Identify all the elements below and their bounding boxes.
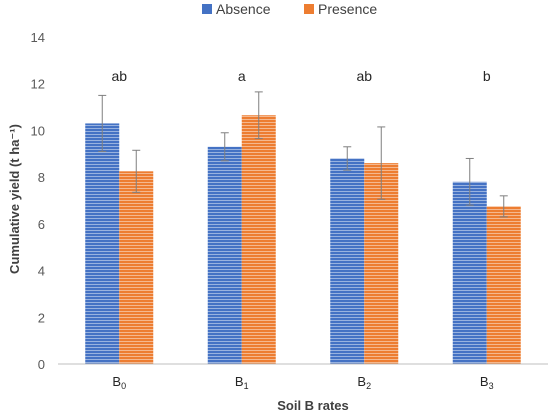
bar-presence-0	[119, 171, 154, 364]
bar-presence-3	[486, 206, 521, 364]
error-bar-presence-0	[132, 149, 141, 193]
y-tick-label: 2	[38, 310, 45, 325]
x-tick-label-3: B3	[480, 374, 494, 391]
legend-label-absence: Absence	[216, 1, 271, 17]
significance-letter-2: ab	[356, 68, 372, 84]
significance-letters: ab a ab b	[111, 68, 490, 84]
significance-letter-0: ab	[111, 68, 127, 84]
x-tick-label-0: B0	[112, 374, 126, 391]
bar-presence-1	[241, 115, 276, 364]
error-bar-absence-2	[343, 146, 352, 171]
bar-absence-1	[207, 146, 242, 364]
significance-letter-3: b	[483, 68, 491, 84]
x-tick-label-2: B2	[357, 374, 371, 391]
legend-swatch-absence	[202, 4, 212, 14]
error-bar-absence-1	[220, 132, 229, 162]
y-tick-label: 14	[31, 30, 45, 45]
bar-absence-2	[330, 158, 365, 364]
bar-absence-0	[85, 123, 120, 365]
y-tick-label: 0	[38, 357, 45, 372]
y-tick-label: 10	[31, 123, 45, 138]
y-axis-ticks: 0 2 4 6 8 10 12 14	[31, 30, 45, 372]
error-bar-presence-1	[254, 91, 263, 140]
legend: Absence Presence	[202, 1, 377, 17]
significance-letter-1: a	[238, 68, 246, 84]
y-axis-title: Cumulative yield (t ha⁻¹)	[7, 124, 22, 274]
x-axis-categories: B0 B1 B2 B3	[112, 374, 493, 391]
y-tick-label: 8	[38, 170, 45, 185]
legend-label-presence: Presence	[318, 1, 377, 17]
error-bar-presence-3	[499, 195, 508, 218]
bar-absence-3	[452, 181, 487, 364]
y-tick-label: 6	[38, 217, 45, 232]
legend-swatch-presence	[304, 4, 314, 14]
error-bar-presence-2	[377, 126, 386, 200]
error-bar-absence-0	[98, 94, 107, 152]
error-bars	[98, 91, 508, 218]
x-tick-label-1: B1	[235, 374, 249, 391]
y-tick-label: 4	[38, 264, 45, 279]
bars	[85, 115, 521, 365]
x-axis-title: Soil B rates	[277, 398, 349, 413]
error-bar-absence-3	[465, 157, 474, 206]
y-tick-label: 12	[31, 77, 45, 92]
